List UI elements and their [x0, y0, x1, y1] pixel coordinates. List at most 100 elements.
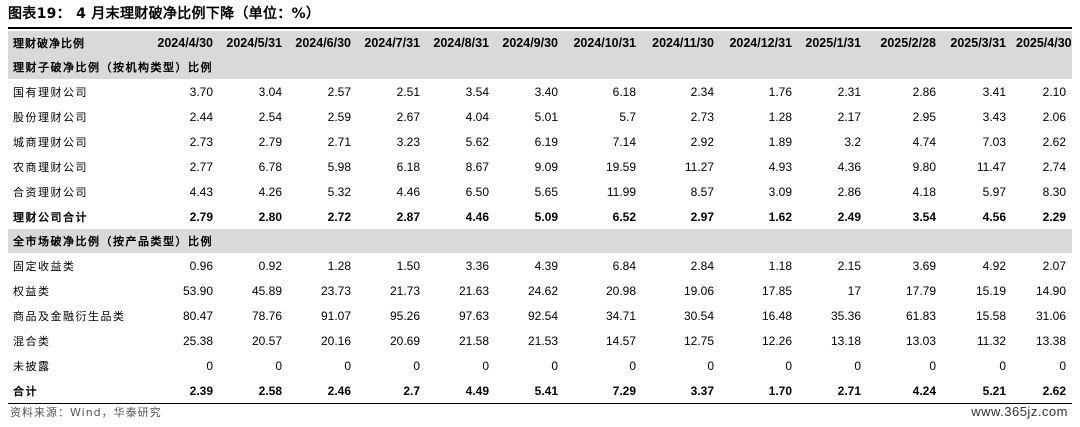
- table-cell: 3.43: [982, 109, 1006, 124]
- table-cell: 5.7: [619, 109, 636, 124]
- column-header-date: 2025/3/31: [942, 31, 1012, 55]
- table-cell: 2.06: [1042, 109, 1066, 124]
- table-cell: 3.41: [982, 84, 1006, 99]
- row-label: 商品及金融衍生品类: [13, 309, 126, 323]
- table-cell: 2.54: [258, 109, 282, 124]
- table-cell: 4.39: [534, 258, 558, 273]
- column-header-date: 2024/12/31: [720, 31, 798, 55]
- table-cell: 5.98: [327, 159, 351, 174]
- table-cell: 24.62: [527, 283, 558, 298]
- total-cell: 4.56: [982, 209, 1006, 224]
- table-cell: 4.43: [189, 184, 213, 199]
- column-header-date: 2024/10/31: [564, 31, 642, 55]
- table-cell: 2.71: [327, 134, 351, 149]
- top-rule: [8, 27, 1072, 29]
- table-cell: 0: [629, 358, 636, 373]
- table-cell: 0: [707, 358, 714, 373]
- table-cell: 8.30: [1042, 184, 1066, 199]
- table-cell: 15.58: [975, 308, 1006, 323]
- column-header-date: 2024/8/31: [426, 31, 495, 55]
- table-cell: 21.58: [458, 333, 489, 348]
- table-cell: 14.90: [1035, 283, 1066, 298]
- table-cell: 45.89: [251, 283, 282, 298]
- table-cell: 2.59: [327, 109, 351, 124]
- table-cell: 16.48: [761, 308, 792, 323]
- table-cell: 7.14: [612, 134, 636, 149]
- column-header-date: 2024/11/30: [642, 31, 720, 55]
- table-cell: 7.03: [982, 134, 1006, 149]
- table-cell: 3.54: [465, 84, 489, 99]
- table-cell: 0: [1059, 358, 1066, 373]
- total-cell: 2.49: [837, 209, 861, 224]
- table-cell: 2.74: [1042, 159, 1066, 174]
- table-cell: 35.36: [830, 308, 861, 323]
- row-label: 农商理财公司: [13, 160, 88, 174]
- table-cell: 25.38: [182, 333, 213, 348]
- table-cell: 4.04: [465, 109, 489, 124]
- table-cell: 4.36: [837, 159, 861, 174]
- total-row: 理财公司合计 2.79 2.80 2.72 2.87 4.46 5.09 6.52 2.97 1.…: [8, 204, 1072, 229]
- row-label: 国有理财公司: [13, 85, 88, 99]
- table-cell: 4.74: [912, 134, 936, 149]
- table-row: 固定收益类 0.96 0.92 1.28 1.50 3.36 4.39 6.84 2.84 1.1…: [8, 253, 1072, 278]
- total-cell: 2.87: [396, 209, 420, 224]
- row-label: 权益类: [13, 284, 51, 298]
- table-cell: 9.80: [912, 159, 936, 174]
- section-title: 全市场破净比例（按产品类型）比例: [8, 229, 1072, 253]
- table-cell: 95.26: [389, 308, 420, 323]
- table-cell: 2.51: [396, 84, 420, 99]
- table-row: 权益类 53.90 45.89 23.73 21.73 21.63 24.62 20.98 19…: [8, 278, 1072, 303]
- column-header-date: 2024/7/31: [357, 31, 426, 55]
- table-cell: 78.76: [251, 308, 282, 323]
- table-cell: 2.57: [327, 84, 351, 99]
- total-cell: 4.24: [867, 378, 942, 404]
- total-cell: 3.54: [912, 209, 936, 224]
- table-cell: 3.70: [189, 84, 213, 99]
- data-table: 理财破净比例 2024/4/30 2024/5/31 2024/6/30 2024/7/…: [8, 31, 1072, 404]
- total-cell: 2.7: [357, 378, 426, 404]
- table-cell: 2.73: [189, 134, 213, 149]
- table-cell: 97.63: [458, 308, 489, 323]
- table-cell: 4.26: [258, 184, 282, 199]
- total-cell: 5.09: [534, 209, 558, 224]
- table-cell: 17.79: [905, 283, 936, 298]
- total-row: 合计 2.39 2.58 2.46 2.7 4.49 5.41 7.29 3.37 1.70 2.7…: [8, 378, 1072, 404]
- column-header-date: 2025/2/28: [867, 31, 942, 55]
- table-cell: 0: [551, 358, 558, 373]
- table-cell: 3.09: [768, 184, 792, 199]
- table-cell: 1.18: [768, 258, 792, 273]
- watermark-url: www.365jz.com: [971, 404, 1068, 419]
- table-cell: 5.62: [465, 134, 489, 149]
- total-cell: 4.49: [426, 378, 495, 404]
- total-cell: 2.79: [189, 209, 213, 224]
- table-cell: 11.47: [976, 159, 1006, 174]
- table-cell: 1.28: [768, 109, 792, 124]
- table-cell: 5.97: [982, 184, 1006, 199]
- table-cell: 19.59: [605, 159, 636, 174]
- column-header-date: 2025/4/30: [1012, 31, 1072, 55]
- table-cell: 0: [275, 358, 282, 373]
- table-row: 国有理财公司 3.70 3.04 2.57 2.51 3.54 3.40 6.18 2.34 1.…: [8, 79, 1072, 104]
- table-row: 股份理财公司 2.44 2.54 2.59 2.67 4.04 5.01 5.7 2.73 1.2…: [8, 104, 1072, 129]
- column-header-date: 2025/1/31: [798, 31, 867, 55]
- table-cell: 2.86: [837, 184, 861, 199]
- table-cell: 91.07: [320, 308, 351, 323]
- table-cell: 20.69: [389, 333, 420, 348]
- table-cell: 21.63: [458, 283, 489, 298]
- header-label: 理财破净比例: [8, 31, 150, 55]
- table-cell: 30.54: [683, 308, 714, 323]
- total-cell: 2.29: [1042, 209, 1066, 224]
- total-cell: 4.46: [465, 209, 489, 224]
- table-cell: 21.53: [527, 333, 558, 348]
- table-cell: 4.92: [982, 258, 1006, 273]
- table-cell: 6.18: [612, 84, 636, 99]
- table-cell: 13.38: [1035, 333, 1066, 348]
- table-cell: 2.73: [690, 109, 714, 124]
- column-header-date: 2024/9/30: [495, 31, 564, 55]
- table-cell: 2.67: [396, 109, 420, 124]
- total-cell: 2.72: [327, 209, 351, 224]
- table-cell: 21.73: [389, 283, 420, 298]
- table-cell: 2.31: [837, 84, 861, 99]
- table-cell: 31.06: [1035, 308, 1066, 323]
- header-row: 理财破净比例 2024/4/30 2024/5/31 2024/6/30 2024/7/…: [8, 31, 1072, 55]
